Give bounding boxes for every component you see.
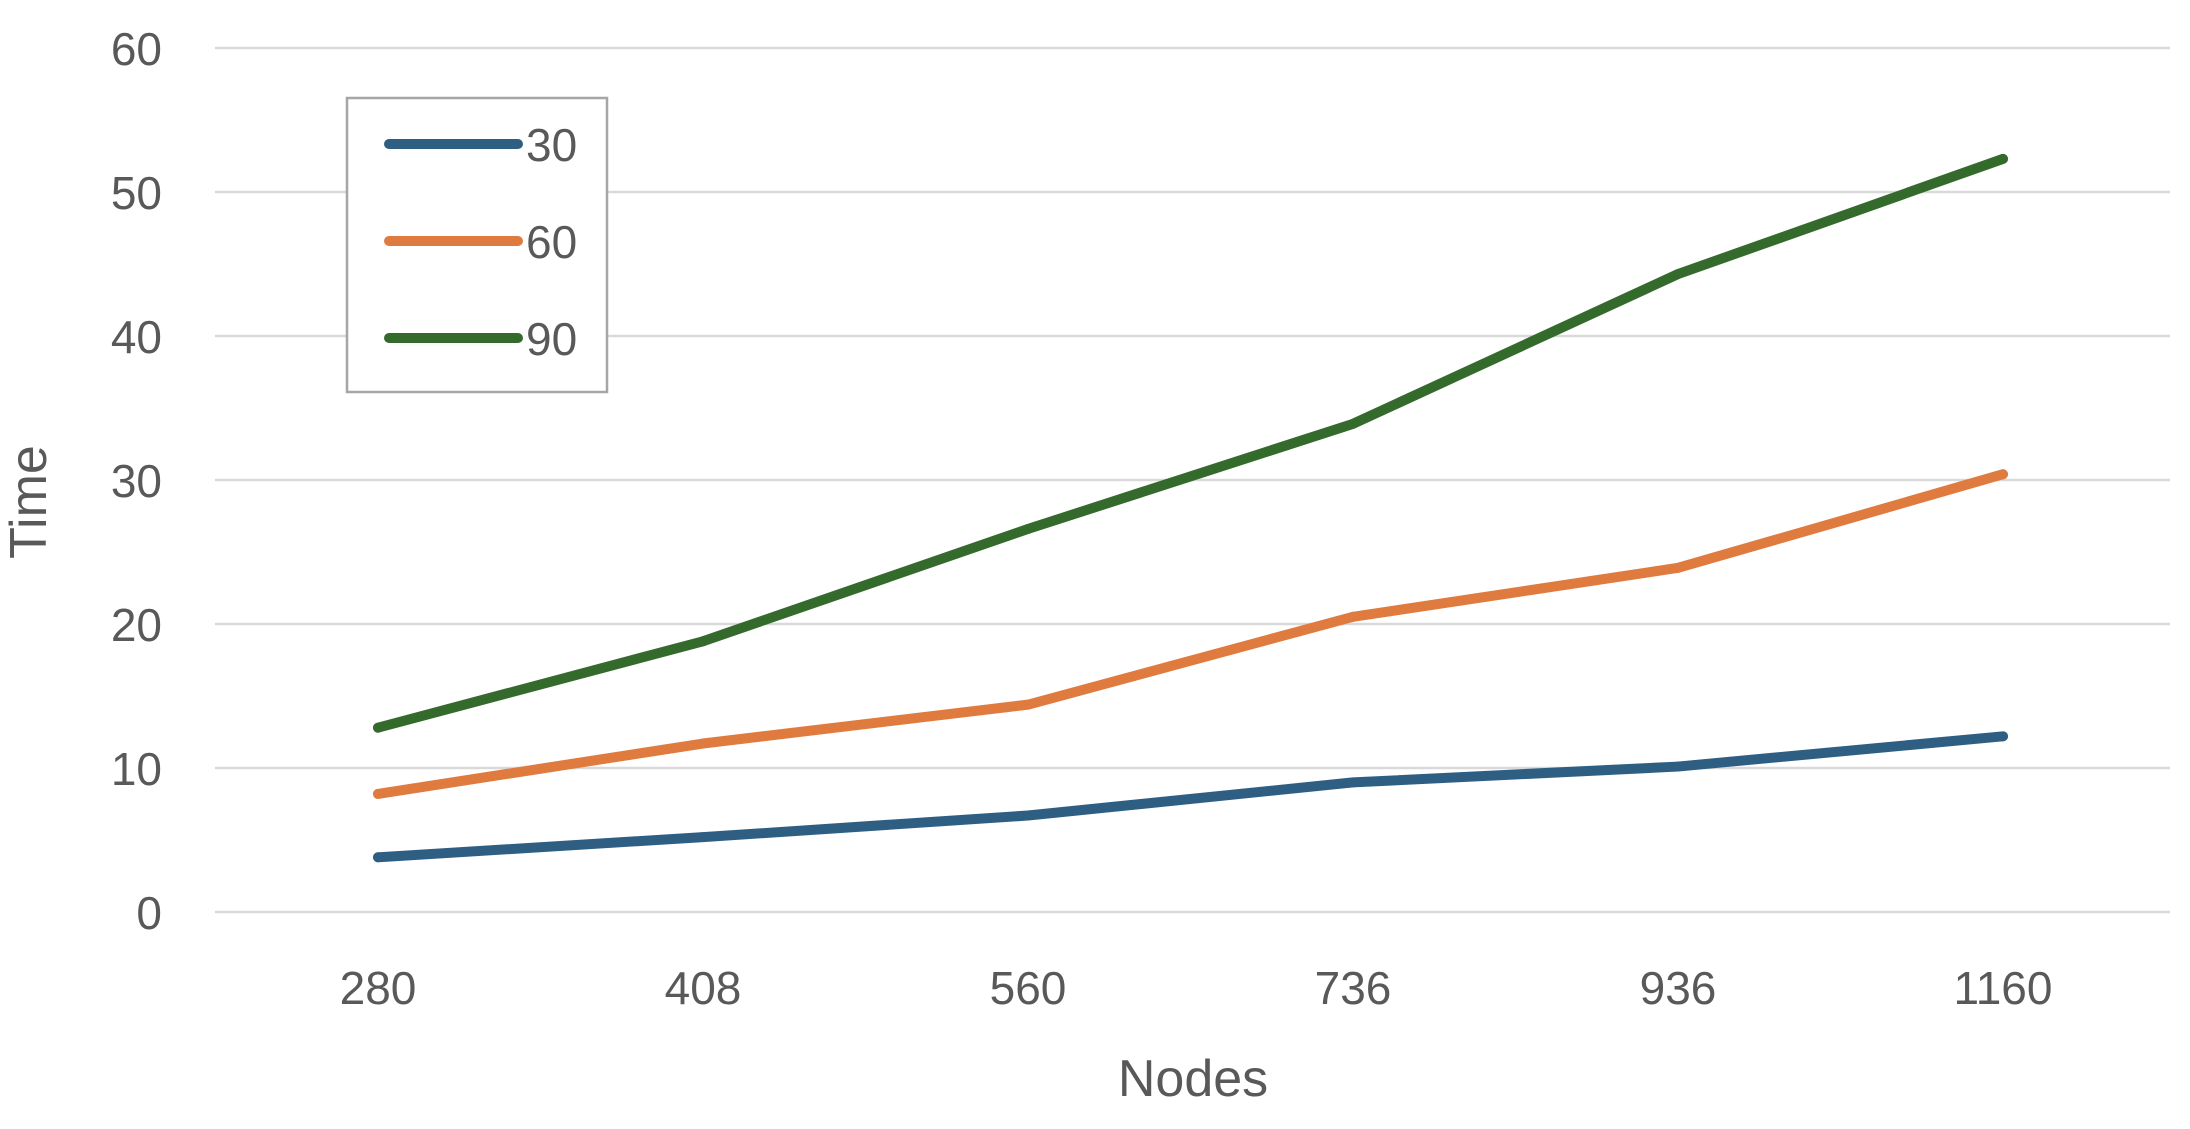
y-tick-label: 20 xyxy=(111,599,162,651)
x-axis-ticks: 280 408 560 736 936 1160 xyxy=(340,962,2053,1014)
x-tick-label: 936 xyxy=(1640,962,1717,1014)
data-point xyxy=(698,738,708,749)
data-point xyxy=(373,722,383,733)
y-tick-label: 40 xyxy=(111,311,162,363)
x-tick-label: 560 xyxy=(990,962,1067,1014)
series-line-60 xyxy=(373,469,2008,799)
data-point xyxy=(1348,418,1358,429)
series-lines xyxy=(373,153,2008,863)
data-point xyxy=(1998,153,2008,164)
data-point xyxy=(698,832,708,843)
data-point xyxy=(1348,611,1358,622)
y-tick-label: 30 xyxy=(111,455,162,507)
x-tick-label: 280 xyxy=(340,962,417,1014)
data-point xyxy=(373,788,383,799)
y-axis-ticks: 0 10 20 30 40 50 60 xyxy=(111,23,162,939)
data-point xyxy=(1998,469,2008,480)
data-point xyxy=(1348,777,1358,788)
y-tick-label: 0 xyxy=(136,887,162,939)
data-point xyxy=(1673,562,1683,573)
data-point xyxy=(1023,810,1033,821)
x-tick-label: 736 xyxy=(1315,962,1392,1014)
data-point xyxy=(1023,523,1033,534)
x-tick-label: 1160 xyxy=(1954,962,2053,1014)
legend-label: 90 xyxy=(526,313,577,365)
x-tick-label: 408 xyxy=(665,962,742,1014)
legend-label: 30 xyxy=(526,119,577,171)
data-point xyxy=(1673,269,1683,280)
y-tick-label: 60 xyxy=(111,23,162,75)
y-tick-label: 10 xyxy=(111,743,162,795)
series-line-90 xyxy=(373,153,2008,733)
data-point xyxy=(698,636,708,647)
legend-label: 60 xyxy=(526,216,577,268)
y-tick-label: 50 xyxy=(111,167,162,219)
legend-items: 30 60 90 xyxy=(384,119,577,365)
series-line-30 xyxy=(373,731,2008,863)
legend: 30 60 90 xyxy=(345,96,609,394)
y-axis-label: Time xyxy=(0,445,58,559)
data-point xyxy=(1023,699,1033,710)
data-point xyxy=(373,852,383,863)
data-point xyxy=(1673,761,1683,772)
data-point xyxy=(1998,731,2008,742)
x-axis-label: Nodes xyxy=(1118,1050,1268,1108)
